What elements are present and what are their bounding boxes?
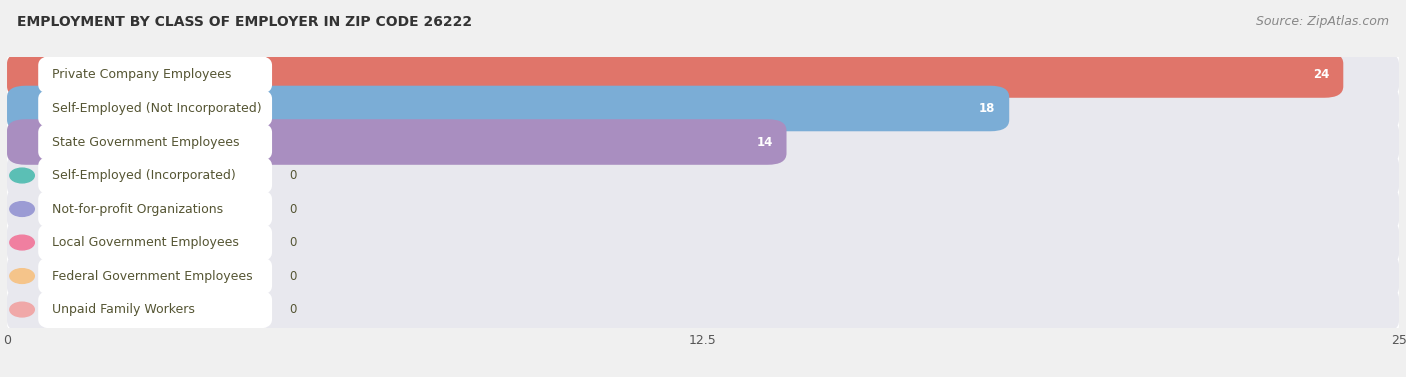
Circle shape: [10, 202, 34, 216]
FancyBboxPatch shape: [38, 123, 271, 161]
FancyBboxPatch shape: [38, 156, 271, 195]
Text: 14: 14: [756, 135, 773, 149]
FancyBboxPatch shape: [7, 279, 1399, 340]
Text: Source: ZipAtlas.com: Source: ZipAtlas.com: [1256, 15, 1389, 28]
FancyBboxPatch shape: [38, 223, 271, 262]
FancyBboxPatch shape: [7, 253, 1399, 299]
Text: State Government Employees: State Government Employees: [52, 135, 239, 149]
FancyBboxPatch shape: [7, 220, 1399, 265]
FancyBboxPatch shape: [38, 290, 271, 329]
FancyBboxPatch shape: [7, 111, 1399, 173]
Text: 0: 0: [288, 236, 297, 249]
FancyBboxPatch shape: [38, 190, 271, 228]
Circle shape: [10, 101, 34, 116]
FancyBboxPatch shape: [38, 257, 271, 296]
FancyBboxPatch shape: [7, 245, 1399, 307]
Circle shape: [10, 168, 34, 183]
FancyBboxPatch shape: [7, 153, 1399, 198]
FancyBboxPatch shape: [7, 44, 1399, 106]
Text: Local Government Employees: Local Government Employees: [52, 236, 239, 249]
Text: EMPLOYMENT BY CLASS OF EMPLOYER IN ZIP CODE 26222: EMPLOYMENT BY CLASS OF EMPLOYER IN ZIP C…: [17, 15, 472, 29]
Circle shape: [10, 269, 34, 284]
FancyBboxPatch shape: [7, 52, 1399, 98]
Text: Self-Employed (Incorporated): Self-Employed (Incorporated): [52, 169, 236, 182]
FancyBboxPatch shape: [7, 212, 1399, 273]
Text: 0: 0: [288, 202, 297, 216]
FancyBboxPatch shape: [38, 89, 271, 128]
FancyBboxPatch shape: [7, 86, 1010, 131]
Text: Self-Employed (Not Incorporated): Self-Employed (Not Incorporated): [52, 102, 262, 115]
FancyBboxPatch shape: [7, 78, 1399, 139]
Text: 0: 0: [288, 169, 297, 182]
FancyBboxPatch shape: [7, 145, 1399, 206]
FancyBboxPatch shape: [7, 119, 1399, 165]
Circle shape: [10, 67, 34, 82]
Text: Private Company Employees: Private Company Employees: [52, 69, 232, 81]
Text: Not-for-profit Organizations: Not-for-profit Organizations: [52, 202, 224, 216]
Circle shape: [10, 302, 34, 317]
Text: 18: 18: [979, 102, 995, 115]
Text: Federal Government Employees: Federal Government Employees: [52, 270, 253, 282]
FancyBboxPatch shape: [7, 287, 1399, 333]
Text: Unpaid Family Workers: Unpaid Family Workers: [52, 303, 195, 316]
Text: 24: 24: [1313, 69, 1330, 81]
FancyBboxPatch shape: [7, 86, 1399, 131]
FancyBboxPatch shape: [7, 119, 786, 165]
Circle shape: [10, 135, 34, 149]
FancyBboxPatch shape: [7, 186, 1399, 232]
Text: 0: 0: [288, 270, 297, 282]
FancyBboxPatch shape: [7, 52, 1343, 98]
FancyBboxPatch shape: [38, 56, 271, 94]
Circle shape: [10, 235, 34, 250]
FancyBboxPatch shape: [7, 178, 1399, 240]
Text: 0: 0: [288, 303, 297, 316]
